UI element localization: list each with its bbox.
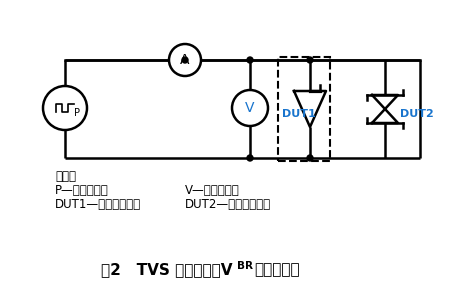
Text: DUT2—受试双向器件: DUT2—受试双向器件: [185, 198, 271, 211]
Text: DUT1—受试单向器件: DUT1—受试单向器件: [55, 198, 141, 211]
Circle shape: [247, 57, 253, 63]
Text: 图2   TVS 击穿电压（V: 图2 TVS 击穿电压（V: [100, 262, 232, 278]
Text: A: A: [180, 53, 190, 67]
Text: P: P: [74, 108, 80, 118]
Circle shape: [182, 57, 188, 63]
Text: 元件：: 元件：: [55, 170, 76, 183]
Text: DUT1: DUT1: [282, 109, 316, 119]
Circle shape: [43, 86, 87, 130]
Text: DUT2: DUT2: [400, 109, 434, 119]
Circle shape: [247, 155, 253, 161]
Text: P—脉冲恒流源: P—脉冲恒流源: [55, 184, 109, 197]
Bar: [278, 57, 330, 161]
Text: BR: BR: [237, 261, 253, 271]
Polygon shape: [294, 91, 326, 127]
Text: ）测试电路: ）测试电路: [254, 262, 299, 278]
Circle shape: [169, 44, 201, 76]
Circle shape: [232, 90, 268, 126]
Circle shape: [307, 155, 313, 161]
Polygon shape: [372, 95, 398, 109]
Text: V: V: [245, 101, 255, 115]
Text: V—数字电压表: V—数字电压表: [185, 184, 240, 197]
Circle shape: [307, 57, 313, 63]
Polygon shape: [372, 109, 398, 123]
